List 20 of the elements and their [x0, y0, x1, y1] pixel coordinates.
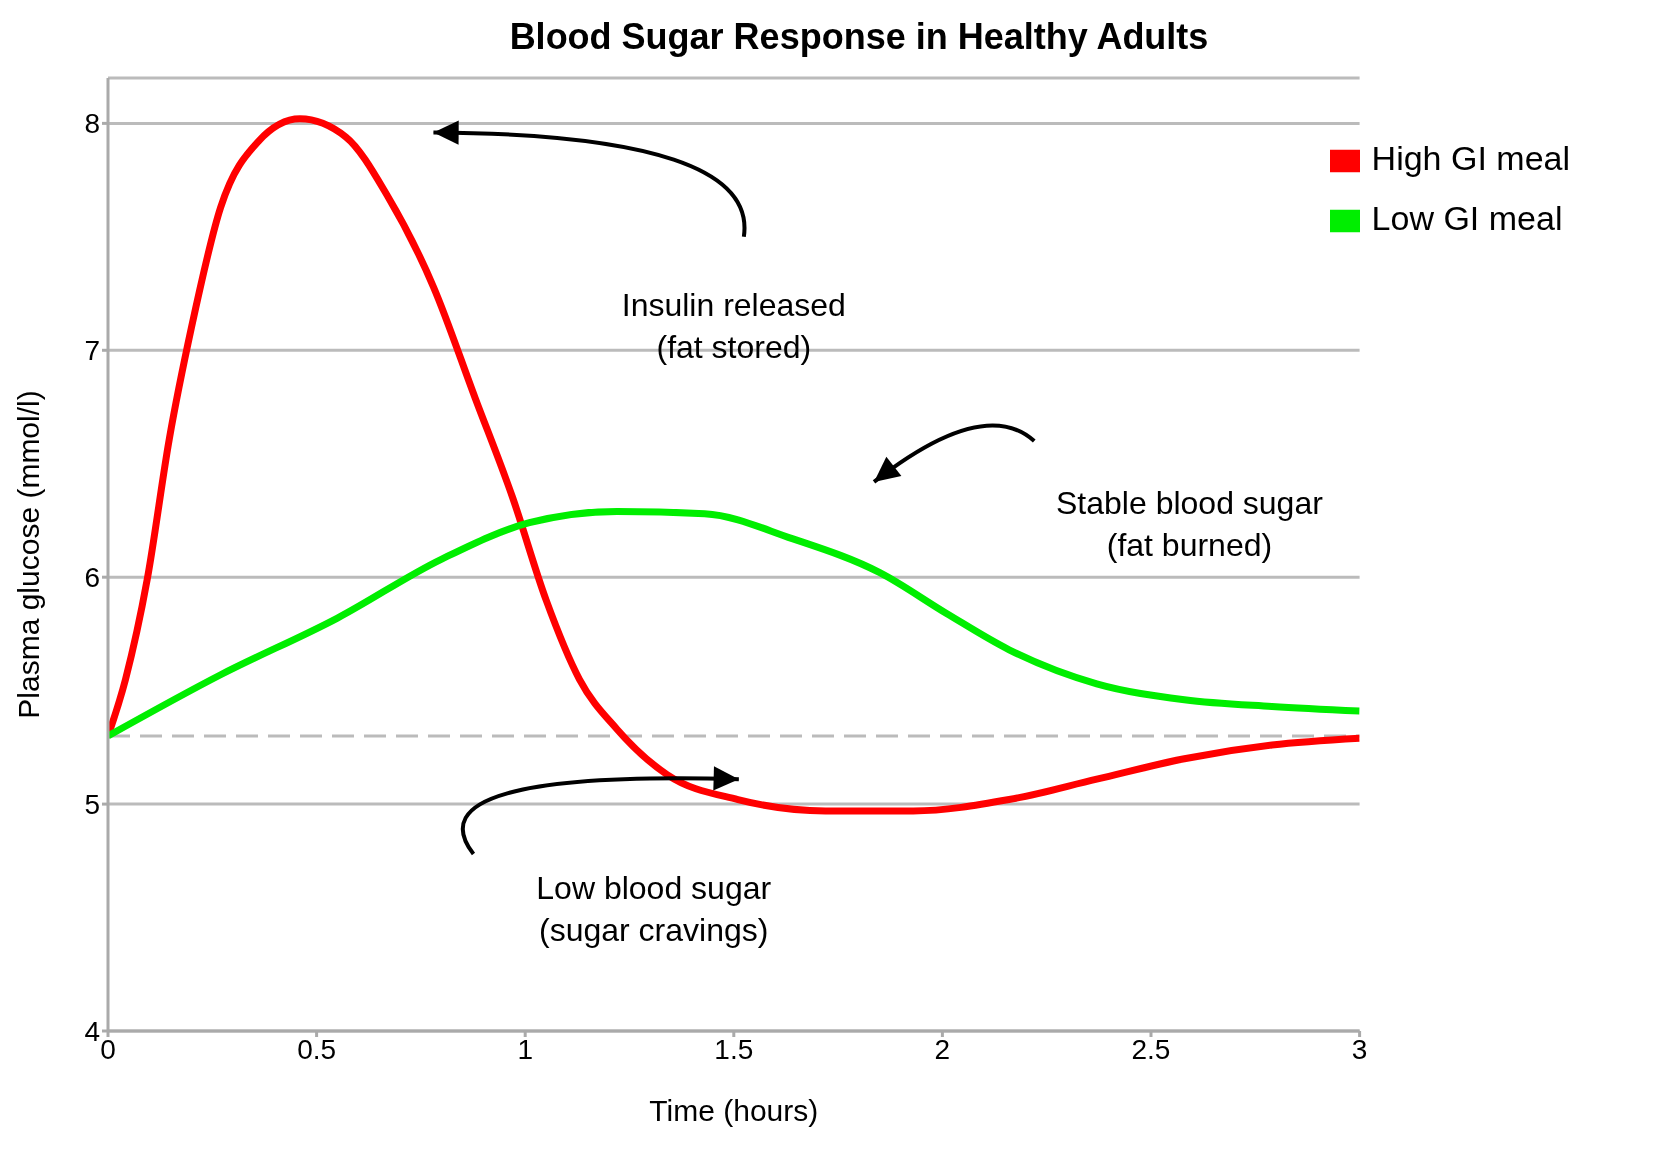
x-tick-label: 1 [517, 1033, 533, 1065]
y-tick-label: 4 [84, 1015, 100, 1047]
x-tick-label: 0.5 [297, 1033, 337, 1065]
annotation: Stable blood sugar (fat burned) [1056, 484, 1324, 563]
annotation: Low blood sugar (sugar cravings) [536, 870, 772, 949]
x-tick-label: 1.5 [714, 1033, 754, 1065]
y-tick-label: 6 [84, 562, 100, 594]
legend-label: Low GI meal [1371, 199, 1563, 237]
x-tick-label: 2 [934, 1033, 951, 1065]
x-axis-title: Time (hours) [649, 1094, 819, 1127]
x-tick-label: 3 [1351, 1033, 1368, 1065]
annotation: Insulin released (fat stored) [621, 287, 846, 366]
y-axis-title: Plasma glucose (mmol/l) [11, 390, 45, 719]
y-tick-label: 7 [84, 335, 100, 367]
legend-label: High GI meal [1371, 139, 1570, 177]
x-tick-label: 2.5 [1131, 1033, 1171, 1065]
chart-title: Blood Sugar Response in Healthy Adults [508, 16, 1210, 58]
x-tick-label: 0 [100, 1033, 116, 1065]
y-tick-label: 5 [84, 789, 100, 821]
y-tick-label: 8 [84, 108, 100, 140]
